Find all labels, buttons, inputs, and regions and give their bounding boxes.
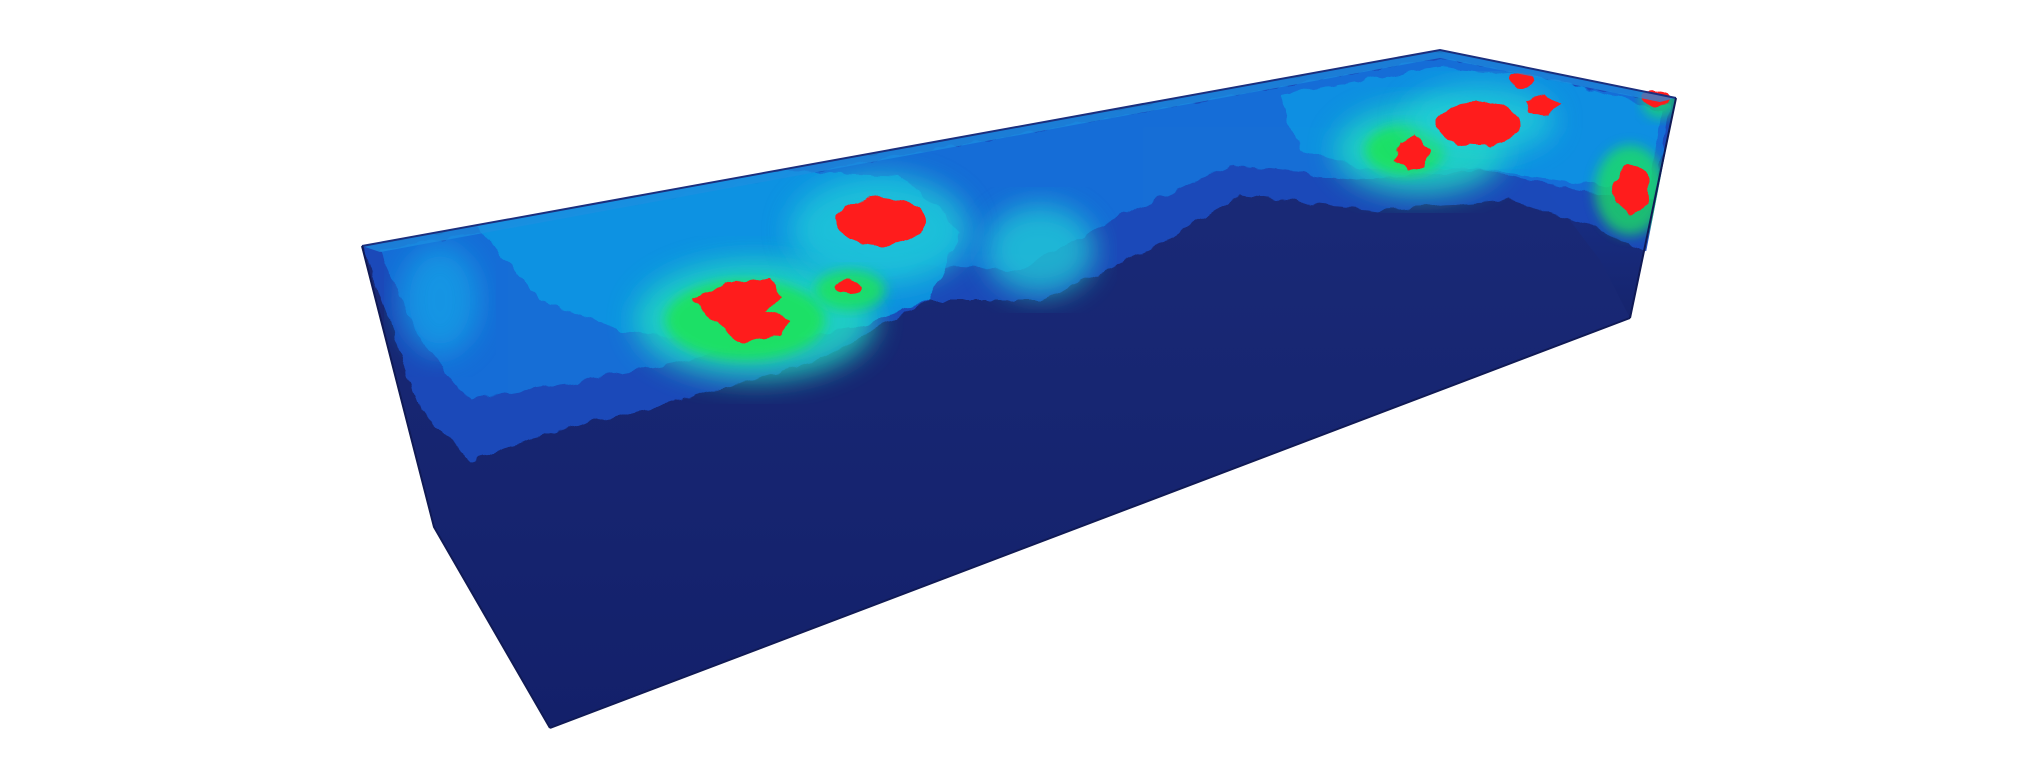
- volume-edges: [361, 97, 1677, 729]
- edge-right: [1629, 97, 1677, 319]
- anomaly-right-tiny: [1510, 74, 1534, 86]
- anomaly-small: [834, 280, 862, 294]
- cyan-pocket-left: [400, 245, 480, 355]
- anomaly-right-lower: [1396, 134, 1430, 172]
- cyan-pocket-middle: [985, 205, 1095, 295]
- anomaly-right-large: [1436, 102, 1520, 146]
- anomaly-right-small: [1525, 95, 1560, 116]
- top-surface: [361, 48, 1677, 252]
- top-edge: [361, 48, 1677, 247]
- anomalies: [694, 74, 1672, 344]
- anomaly-right-face: [1614, 165, 1650, 215]
- anomaly-upper-left: [834, 198, 926, 246]
- edge-bottom: [549, 317, 1631, 729]
- anomaly-left-cluster: [694, 278, 790, 344]
- edge-left: [361, 245, 551, 729]
